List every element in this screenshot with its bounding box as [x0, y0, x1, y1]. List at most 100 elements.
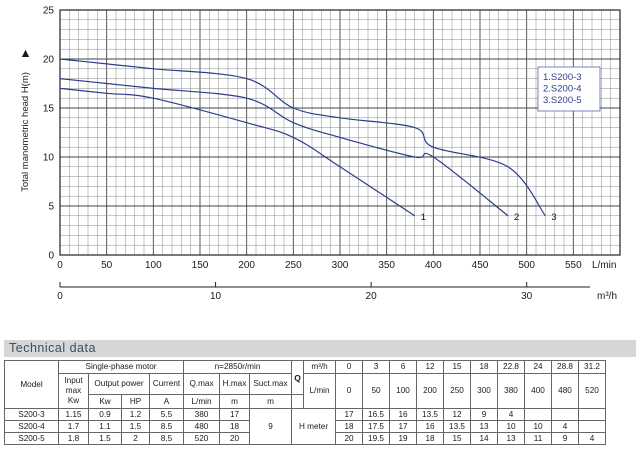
chart-grid — [59, 9, 621, 256]
q-m3h-value: 18 — [470, 360, 498, 374]
qmax-cell: 380 — [183, 408, 220, 421]
input-cell: 1.8 — [58, 432, 89, 445]
q-m3h-value: 15 — [443, 360, 471, 374]
x-top-tick-label: 350 — [378, 260, 395, 271]
x-top-tick-label: 200 — [238, 260, 255, 271]
model-cell: S200-5 — [4, 432, 59, 445]
input-cell: 1.15 — [58, 408, 89, 421]
head-value-cell: 12 — [443, 408, 471, 421]
curve-2 — [59, 78, 509, 217]
table-row: S200-3 1.15 0.9 1.2 5.5 380 17 9 H meter 17 16.5 16… — [4, 408, 606, 445]
current-cell: 8.5 — [149, 420, 184, 433]
unit-lmin: L/min — [183, 394, 220, 409]
head-value-cell: 4 — [551, 420, 579, 433]
kw-cell: 1.1 — [88, 420, 122, 433]
hp-cell: 2 — [121, 432, 150, 445]
header-q: Q — [291, 360, 304, 395]
q-lmin-value: 250 — [443, 373, 471, 409]
head-value-cell: 10 — [524, 420, 552, 433]
suct-cell: 9 — [249, 408, 292, 445]
head-value-cell — [551, 408, 579, 421]
x-bottom-tick-label: 20 — [366, 291, 378, 302]
kw-cell: 0.9 — [88, 408, 122, 421]
unit-blank — [291, 394, 304, 409]
model-cell: S200-3 — [4, 408, 59, 421]
q-lmin-value: 200 — [416, 373, 444, 409]
q-lmin-value: 0 — [335, 373, 363, 409]
hp-cell: 1.5 — [121, 420, 150, 433]
hmax-cell: 20 — [219, 432, 250, 445]
x-top-tick-label: 550 — [565, 260, 582, 271]
head-value-cell: 4 — [578, 432, 606, 445]
head-value-cell — [578, 420, 606, 433]
y-tick-label: 20 — [43, 55, 55, 66]
q-m3h-value: 28.8 — [551, 360, 579, 374]
head-value-cell: 19 — [389, 432, 417, 445]
current-cell: 8.5 — [149, 432, 184, 445]
y-axis-arrow-icon: ▶ — [20, 49, 31, 57]
head-value-cell: 16.5 — [362, 408, 390, 421]
x-top-tick-label: 100 — [145, 260, 162, 271]
header-qmax: Q.max — [183, 373, 220, 395]
head-value-cell: 17 — [389, 420, 417, 433]
hmax-cell: 18 — [219, 420, 250, 433]
x-top-tick-label: 150 — [192, 260, 209, 271]
x-top-tick-label: 0 — [57, 260, 63, 271]
y-tick-label: 25 — [43, 6, 55, 17]
head-value-cell: 16 — [389, 408, 417, 421]
curve-label-3: 3 — [551, 212, 556, 223]
header-speed: n=2850r/min — [183, 360, 292, 374]
q-lmin-value: 520 — [578, 373, 606, 409]
x-top-unit: L/min — [592, 260, 616, 271]
chart-curves: 1 2 3 — [59, 58, 557, 223]
x-bottom-unit: m³/h — [597, 291, 617, 302]
q-lmin-value: 480 — [551, 373, 579, 409]
q-unit-m3h: m³/h — [303, 360, 336, 374]
model-cell: S200-4 — [4, 420, 59, 433]
curve-label-2: 2 — [514, 212, 519, 223]
legend-box — [537, 66, 601, 112]
qmax-cell: 480 — [183, 420, 220, 433]
y-tick-label: 0 — [48, 251, 54, 262]
curve-1 — [59, 87, 415, 217]
y-tick-label: 10 — [43, 153, 55, 164]
hmax-cell: 17 — [219, 408, 250, 421]
head-value-cell: 13.5 — [416, 408, 444, 421]
q-m3h-value: 24 — [524, 360, 552, 374]
head-value-cell: 20 — [335, 432, 363, 445]
header-current: Current — [149, 373, 184, 395]
x-top-tick-label: 400 — [425, 260, 442, 271]
head-value-cell — [524, 408, 552, 421]
unit-a: A — [149, 394, 184, 409]
table-header-row: Input max Kw Output power Current Q.max H.ma… — [5, 373, 606, 409]
head-value-cell: 17 — [335, 408, 363, 421]
head-value-cell: 19.5 — [362, 432, 390, 445]
header-output: Output power — [88, 373, 150, 395]
curve-label-1: 1 — [421, 212, 426, 223]
plot-frame — [59, 9, 621, 256]
curve-3 — [59, 58, 546, 217]
head-value-cell: 10 — [497, 420, 525, 433]
q-lmin-value: 100 — [389, 373, 417, 409]
legend-entry: 3.S200-5 — [543, 95, 582, 106]
table-row: S200-5 1.8 1.5 2 8.5 520 20 20 19.5 19 18 15 14 13 11 9… — [4, 432, 606, 445]
head-value-cell: 18 — [416, 432, 444, 445]
q-lmin-value: 300 — [470, 373, 498, 409]
head-value-cell: 16 — [416, 420, 444, 433]
head-value-cell — [578, 408, 606, 421]
head-value-cell: 14 — [470, 432, 498, 445]
q-m3h-value: 12 — [416, 360, 444, 374]
x-top-tick-label: 250 — [285, 260, 302, 271]
header-hmax: H.max — [219, 373, 250, 395]
q-lmin-value: 50 — [362, 373, 390, 409]
unit-m: m — [219, 394, 250, 409]
qmax-cell: 520 — [183, 432, 220, 445]
kw-cell: 1.5 — [88, 432, 122, 445]
y-tick-label: 15 — [43, 104, 55, 115]
header-model: Model — [4, 360, 59, 409]
input-cell: 1.7 — [58, 420, 89, 433]
